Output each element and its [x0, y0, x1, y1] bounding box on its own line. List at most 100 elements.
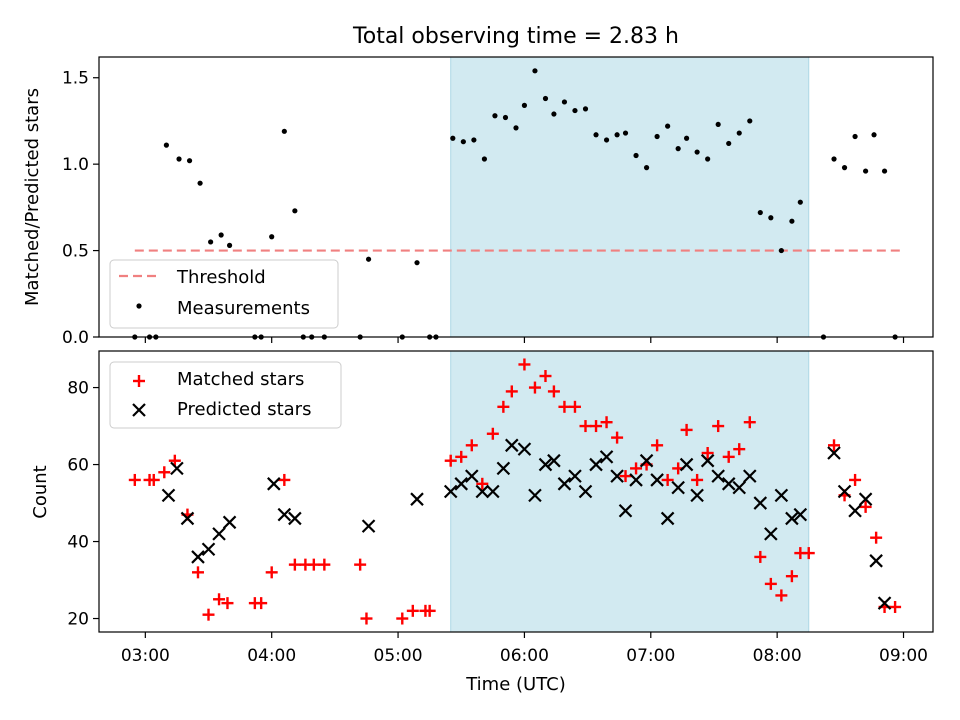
x-axis-label: Time (UTC)	[465, 674, 566, 695]
measurement-point	[176, 156, 182, 162]
matched-star-point	[802, 547, 815, 560]
predicted-star-point	[191, 550, 205, 564]
predicted-star-point	[742, 469, 757, 483]
legend-threshold-label: Threshold	[176, 267, 266, 288]
measurement-point	[197, 180, 203, 186]
matched-star-point	[423, 604, 436, 617]
predicted-star-point	[660, 511, 675, 526]
predicted-star-point	[753, 496, 768, 510]
measurement-point	[292, 208, 298, 214]
matched-star-point	[360, 612, 373, 625]
predicted-star-point	[454, 477, 469, 491]
measurement-point	[186, 158, 193, 164]
matched-star-point	[518, 358, 531, 371]
bottom-legend: Matched stars Predicted stars	[109, 361, 342, 429]
matched-star-point	[590, 420, 603, 433]
x-tick-label: 08:00	[753, 646, 802, 666]
predicted-star-point	[837, 484, 852, 499]
matched-star-point	[889, 600, 902, 613]
measurement-point	[683, 135, 690, 141]
predicted-star-point	[277, 507, 292, 522]
measurement-point	[614, 132, 620, 138]
legend-measurements-label: Measurements	[177, 298, 310, 319]
matched-star-point	[743, 416, 756, 429]
measurement-point	[208, 239, 214, 245]
matched-star-point	[691, 473, 704, 486]
matched-star-point	[568, 400, 581, 413]
count-points	[128, 358, 902, 625]
predicted-star-point	[443, 484, 458, 499]
predicted-star-point	[528, 488, 542, 503]
measurement-points	[132, 68, 898, 340]
measurement-point	[450, 135, 456, 141]
predicted-star-point	[599, 450, 614, 464]
predicted-star-point	[517, 442, 532, 456]
x-tick-label: 03:00	[121, 646, 170, 666]
predicted-star-point	[711, 469, 725, 483]
top-y-tick-label: 1.0	[62, 155, 89, 175]
bottom-axes-frame	[98, 350, 934, 633]
matched-star-point	[265, 566, 278, 579]
predicted-star-point	[764, 527, 778, 541]
measurement-point	[593, 132, 599, 138]
predicted-star-point	[161, 488, 176, 503]
predicted-star-point	[201, 542, 216, 557]
legend-measurements-swatch	[136, 303, 142, 309]
predicted-star-point	[267, 477, 281, 491]
predicted-star-point	[578, 484, 593, 499]
top-y-tick-label: 0.5	[62, 242, 89, 262]
measurement-point	[736, 130, 742, 136]
predicted-star-point	[732, 480, 747, 495]
matched-star-point	[202, 608, 215, 621]
matched-star-point	[619, 470, 632, 483]
measurement-point	[715, 121, 721, 128]
predicted-star-point	[671, 480, 685, 495]
matched-star-point	[307, 558, 320, 571]
measurement-point	[561, 99, 568, 105]
predicted-star-point	[721, 477, 736, 491]
highlight-span-bottom	[450, 350, 810, 633]
matched-star-point	[465, 439, 478, 452]
measurement-point	[281, 128, 287, 134]
predicted-star-point	[639, 453, 654, 468]
top-y-axis: 0.0 0.5 1.0 1.5	[62, 69, 99, 348]
matched-star-point	[611, 431, 624, 444]
matched-star-point	[849, 473, 862, 486]
measurement-point	[705, 156, 711, 162]
measurement-point	[789, 218, 795, 224]
matched-star-point	[486, 427, 499, 440]
predicted-star-point	[589, 457, 603, 472]
matched-star-point	[828, 439, 841, 452]
measurement-point	[768, 215, 774, 221]
matched-star-point	[701, 447, 714, 460]
predicted-star-point	[827, 446, 841, 460]
predicted-star-point	[547, 453, 561, 468]
measurement-point	[675, 146, 681, 152]
predicted-star-point	[610, 469, 624, 483]
matched-star-point	[547, 385, 560, 398]
measurement-point	[643, 165, 650, 171]
predicted-star-point	[869, 554, 883, 568]
bottom-y-axis: 20 40 60 80	[67, 379, 99, 630]
matched-star-point	[539, 370, 552, 383]
matched-star-point	[158, 466, 171, 479]
measurement-point	[226, 242, 233, 248]
measurement-point	[218, 232, 224, 238]
matched-star-point	[168, 454, 181, 467]
measurement-point	[582, 106, 589, 112]
matched-star-point	[213, 593, 226, 606]
measurement-point	[542, 95, 549, 102]
matched-star-point	[558, 400, 571, 413]
matched-star-point	[318, 558, 331, 571]
measurement-point	[572, 107, 578, 114]
matched-star-point	[354, 558, 367, 571]
measurement-point	[841, 165, 848, 171]
top-legend: Threshold Measurements	[109, 259, 339, 329]
measurement-point	[654, 133, 660, 140]
bottom-y-tick-label: 80	[67, 379, 89, 399]
legend-matched-swatch	[133, 375, 145, 387]
measurement-point	[513, 125, 519, 131]
ratio-panel: 0.0 0.5 1.0 1.5 Matched/Predicted stars Thr…	[22, 56, 934, 348]
matched-star-point	[733, 443, 746, 456]
